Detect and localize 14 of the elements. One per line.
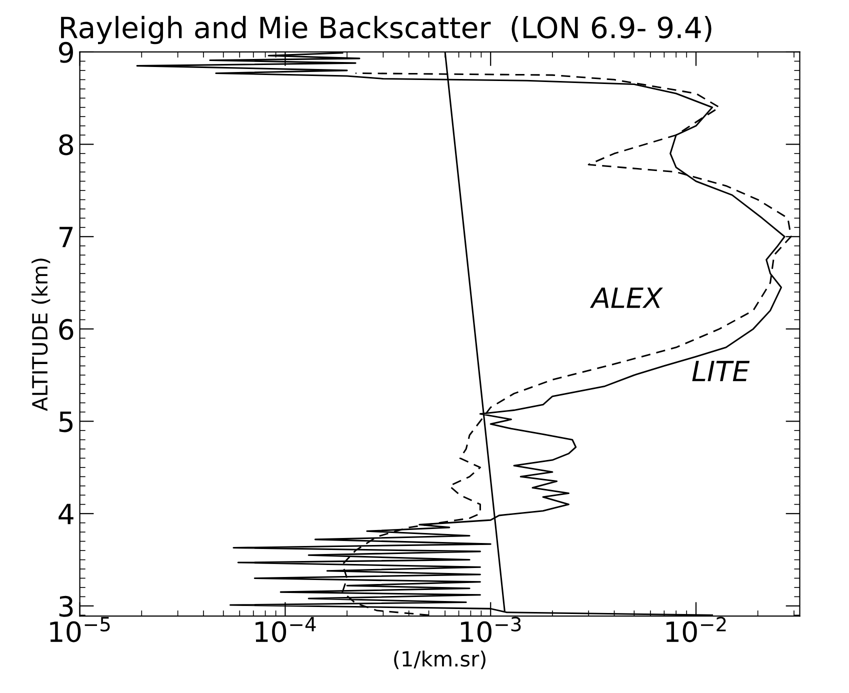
y-tick-label: 8: [59, 134, 74, 156]
y-tick-label: 5: [59, 412, 73, 432]
y-tick-label: 3: [59, 596, 73, 617]
y-tick-label: 7: [60, 226, 73, 248]
y-tick-label: 4: [58, 504, 74, 524]
series-label: ALEX: [590, 288, 663, 308]
legend-label: LITE: [692, 360, 750, 382]
x-tick-label: 10$^{−4}$: [256, 617, 316, 642]
y-tick-label: 6: [59, 318, 74, 340]
x-tick-label: 10$^{−5}$: [50, 617, 110, 642]
x-axis-title: (1/km.sr): [394, 650, 486, 670]
y-axis-title: ALTITUDE (km): [32, 258, 50, 411]
x-tick-label: 10$^{−2}$: [666, 616, 726, 642]
x-tick-label: 10$^{−3}$: [461, 616, 521, 642]
